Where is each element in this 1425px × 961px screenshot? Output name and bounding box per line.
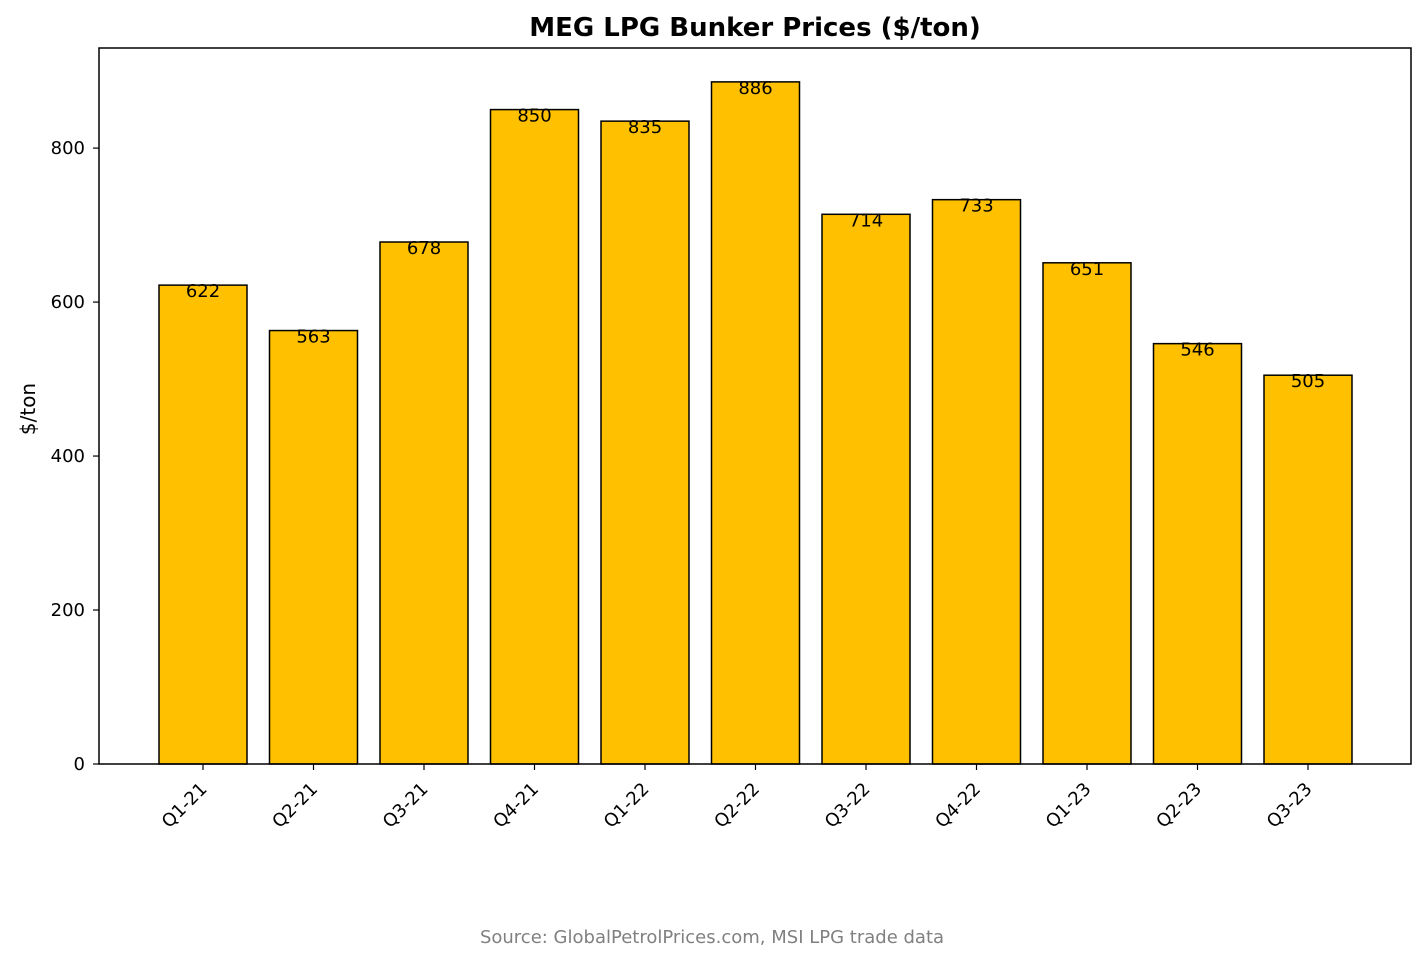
y-tick-label-600: 600: [51, 292, 85, 313]
y-axis-label: $/ton: [16, 383, 40, 435]
x-tick-label-q2-22: Q2-22: [710, 779, 764, 833]
value-label-q1-23: 651: [1070, 259, 1104, 280]
x-axis: Q1-21 Q2-21 Q3-21 Q4-21 Q1-22 Q2-22 Q3-22 Q4-22…: [158, 764, 1317, 832]
value-label-q4-21: 850: [517, 106, 551, 127]
y-tick-label-0: 0: [74, 754, 85, 775]
value-label-q1-22: 835: [628, 117, 662, 138]
bar-q3-23: [1263, 374, 1353, 765]
bar-q4-22: [931, 198, 1022, 765]
bar-q2-21: [268, 329, 359, 765]
x-tick-label-q1-22: Q1-22: [600, 779, 654, 833]
value-label-q3-23: 505: [1291, 371, 1325, 392]
bar-q1-22: [600, 120, 690, 765]
y-axis: 0 200 400 600 800: [51, 138, 99, 775]
bars-layer: [158, 81, 1353, 765]
x-tick-label-q3-22: Q3-22: [821, 779, 875, 833]
x-tick-label-q1-23: Q1-23: [1042, 779, 1096, 833]
x-tick-label-q1-21: Q1-21: [158, 779, 212, 833]
bar-q2-23: [1152, 342, 1243, 765]
y-tick-label-800: 800: [51, 138, 85, 159]
x-tick-label-q4-21: Q4-21: [489, 779, 543, 833]
value-labels-layer: 622 563 678 850 835 886 714 733 651 546 505: [186, 78, 1325, 392]
bar-q1-21: [158, 284, 248, 765]
x-tick-label-q3-23: Q3-23: [1263, 779, 1317, 833]
value-label-q1-21: 622: [186, 281, 220, 302]
chart-title: MEG LPG Bunker Prices ($/ton): [529, 13, 981, 43]
bar-q3-21: [379, 241, 469, 765]
bar-q1-23: [1042, 262, 1132, 765]
bar-q3-22: [821, 213, 911, 765]
x-tick-label-q3-21: Q3-21: [379, 779, 433, 833]
value-label-q2-21: 563: [296, 327, 330, 348]
value-label-q2-22: 886: [738, 78, 772, 99]
plot-frame: [98, 47, 1412, 765]
value-label-q4-22: 733: [959, 196, 993, 217]
bar-q4-21: [489, 108, 580, 765]
bar-q2-22: [710, 81, 801, 765]
value-label-q3-22: 714: [849, 210, 883, 231]
x-tick-label-q4-22: Q4-22: [931, 779, 985, 833]
value-label-q3-21: 678: [407, 238, 441, 259]
x-tick-label-q2-21: Q2-21: [268, 779, 322, 833]
y-tick-label-400: 400: [51, 446, 85, 467]
y-tick-label-200: 200: [51, 600, 85, 621]
value-label-q2-23: 546: [1180, 340, 1214, 361]
x-tick-label-q2-23: Q2-23: [1152, 779, 1206, 833]
source-note: Source: GlobalPetrolPrices.com, MSI LPG …: [480, 927, 944, 948]
